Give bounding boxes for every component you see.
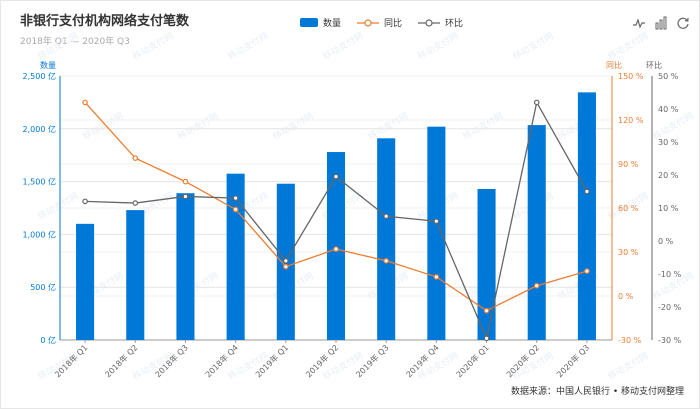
legend-item-yoy[interactable]: 同比 xyxy=(357,16,402,29)
series-point xyxy=(82,198,88,205)
watermark-text: 移动支付网 xyxy=(271,110,316,143)
watermark-text: 移动支付网 xyxy=(226,30,271,63)
series-point xyxy=(132,200,139,206)
y-tick-right2: -20 % xyxy=(658,303,682,312)
source-note: 数据来源：中国人民银行 • 移动支付网整理 xyxy=(510,387,684,397)
series-point xyxy=(283,263,289,270)
bar xyxy=(126,210,145,340)
watermark-text: 移动支付网 xyxy=(366,110,411,143)
y-tick-right2: 50 % xyxy=(658,72,679,81)
series-point xyxy=(283,257,289,264)
series-point xyxy=(232,206,239,213)
series-point xyxy=(533,99,540,106)
series-point xyxy=(383,257,389,264)
legend-label-qoq: 环比 xyxy=(445,19,464,29)
watermark-text: 移动支付网 xyxy=(81,110,126,143)
y-tick-right1: -30 % xyxy=(618,336,642,345)
series-point xyxy=(82,99,88,106)
series-point xyxy=(383,213,389,220)
bar xyxy=(326,152,346,340)
line-chart-icon[interactable] xyxy=(632,16,646,30)
y-tick-right1: 0 % xyxy=(618,292,634,301)
y-tick-right1: 150 % xyxy=(618,72,644,81)
y-tick-left: 1,000 亿 xyxy=(23,229,56,239)
legend-swatch-qty xyxy=(300,18,318,27)
series-point xyxy=(433,218,440,225)
refresh-icon[interactable] xyxy=(676,16,690,30)
watermark-text: 移动支付网 xyxy=(461,110,506,143)
axis-title-right2: 环比 xyxy=(646,60,662,70)
y-tick-right2: 40 % xyxy=(658,105,679,114)
legend-label-yoy: 同比 xyxy=(384,19,403,29)
legend-swatch-yoy xyxy=(357,18,380,27)
legend-item-qty[interactable]: 数量 xyxy=(300,16,341,29)
watermark-text: 移动支付网 xyxy=(321,30,366,63)
watermark-text: 移动支付网 xyxy=(36,190,81,223)
axis-title-right1: 同比 xyxy=(606,60,622,70)
series-point xyxy=(333,246,339,252)
legend: 数量 同比 环比 xyxy=(300,16,463,29)
watermark-text: 移动支付网 xyxy=(606,350,651,383)
page-subtitle: 2018年 Q1 — 2020年 Q3 xyxy=(20,37,130,47)
y-tick-right2: -30 % xyxy=(658,336,682,345)
watermark-text: 移动支付网 xyxy=(416,30,461,63)
bar xyxy=(577,92,596,340)
page-title: 非银行支付机构网络支付笔数 xyxy=(20,14,190,29)
y-tick-left: 1,500 亿 xyxy=(23,177,56,187)
y-tick-right2: 30 % xyxy=(658,138,679,147)
legend-swatch-qoq xyxy=(418,18,441,27)
watermark-text: 移动支付网 xyxy=(36,30,81,63)
series-point xyxy=(433,274,440,280)
chart-toolbar xyxy=(632,16,690,30)
y-tick-right1: 30 % xyxy=(618,248,639,257)
series-point xyxy=(584,268,590,274)
y-tick-left: 2,000 亿 xyxy=(23,124,56,134)
series-point xyxy=(132,155,139,161)
legend-label-qty: 数量 xyxy=(323,19,342,29)
y-tick-right2: 10 % xyxy=(658,204,679,213)
y-tick-left: 0 亿 xyxy=(40,335,56,345)
bar xyxy=(377,138,396,340)
series-point xyxy=(333,173,339,180)
y-tick-right1: 60 % xyxy=(618,204,639,213)
series-point xyxy=(584,188,590,195)
y-tick-left: 500 亿 xyxy=(30,282,56,292)
watermark-text: 移动支付网 xyxy=(511,30,556,63)
bar xyxy=(477,188,496,340)
series-point xyxy=(533,282,540,289)
x-tick-label: 2020年 Q3 xyxy=(554,342,591,379)
bar xyxy=(427,126,446,340)
y-tick-left: 2,500 亿 xyxy=(23,71,56,81)
y-tick-right2: -10 % xyxy=(658,270,682,279)
series-point xyxy=(232,195,239,201)
y-tick-right2: 20 % xyxy=(658,171,679,180)
series-point xyxy=(483,335,490,342)
bar xyxy=(76,223,95,340)
watermark-text: 移动支付网 xyxy=(131,30,176,63)
y-tick-right2: 0 % xyxy=(658,237,674,246)
watermark-text: 移动支付网 xyxy=(606,30,651,63)
y-tick-right1: 90 % xyxy=(618,160,639,169)
y-tick-right1: 120 % xyxy=(618,116,644,125)
series-point xyxy=(182,193,189,200)
series-point xyxy=(483,307,490,314)
bar xyxy=(176,193,195,340)
bar xyxy=(527,125,546,340)
x-tick-label: 2020年 Q1 xyxy=(454,342,491,379)
series-point xyxy=(182,178,189,185)
legend-item-qoq[interactable]: 环比 xyxy=(418,16,463,29)
bar-chart-icon[interactable] xyxy=(654,16,668,30)
watermark-text: 移动支付网 xyxy=(176,110,221,143)
axis-title-left: 数量 xyxy=(40,60,56,70)
